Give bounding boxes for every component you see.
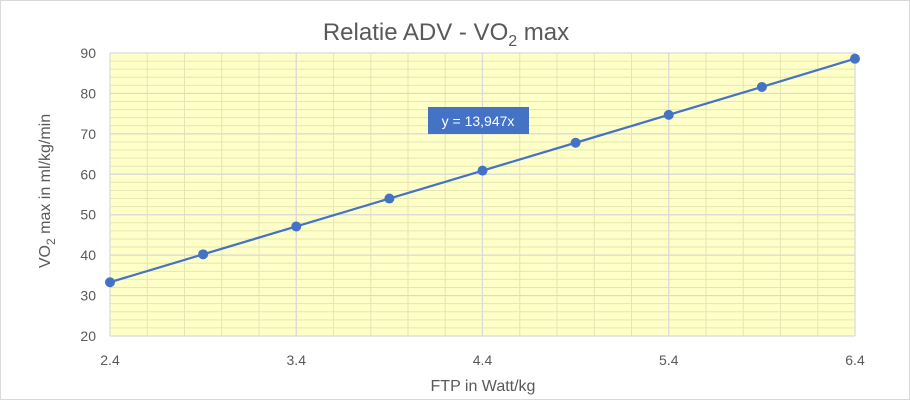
y-tick-label: 20 [80, 328, 96, 344]
data-point [850, 53, 860, 64]
y-tick-label: 90 [80, 45, 96, 61]
y-tick-label: 50 [80, 207, 96, 223]
data-point [384, 193, 395, 204]
y-tick-label: 30 [80, 288, 96, 304]
x-tick-label: 5.4 [659, 352, 679, 368]
data-point [756, 81, 767, 92]
data-point [105, 277, 115, 288]
x-tick-labels: 2.4 3.4 4.4 5.4 6.4 [100, 352, 865, 368]
chart-title: Relatie ADV - VO2 max [323, 19, 569, 50]
x-tick-label: 4.4 [473, 352, 493, 368]
y-tick-labels: 20 30 40 50 60 70 80 90 [80, 45, 96, 344]
x-tick-label: 3.4 [287, 352, 307, 368]
data-points [105, 53, 860, 288]
trendline-label-text: y = 13,947x [442, 113, 515, 129]
y-axis-label: VO2 max in ml/kg/min [37, 114, 58, 268]
data-point [291, 221, 302, 232]
trendline-label-box [428, 107, 529, 134]
major-gridlines [109, 52, 856, 337]
x-tick-label: 2.4 [100, 352, 120, 368]
y-tick-label: 60 [80, 166, 96, 182]
data-point [477, 165, 488, 176]
y-tick-label: 40 [80, 247, 96, 263]
y-tick-label: 70 [80, 126, 96, 142]
data-point [570, 137, 581, 148]
data-point [198, 249, 209, 260]
trendline-label: y = 13,947x [428, 107, 529, 134]
data-point [663, 109, 674, 120]
x-axis-label: FTP in Watt/kg [431, 378, 536, 395]
x-tick-label: 6.4 [845, 352, 865, 368]
y-tick-label: 80 [80, 85, 96, 101]
